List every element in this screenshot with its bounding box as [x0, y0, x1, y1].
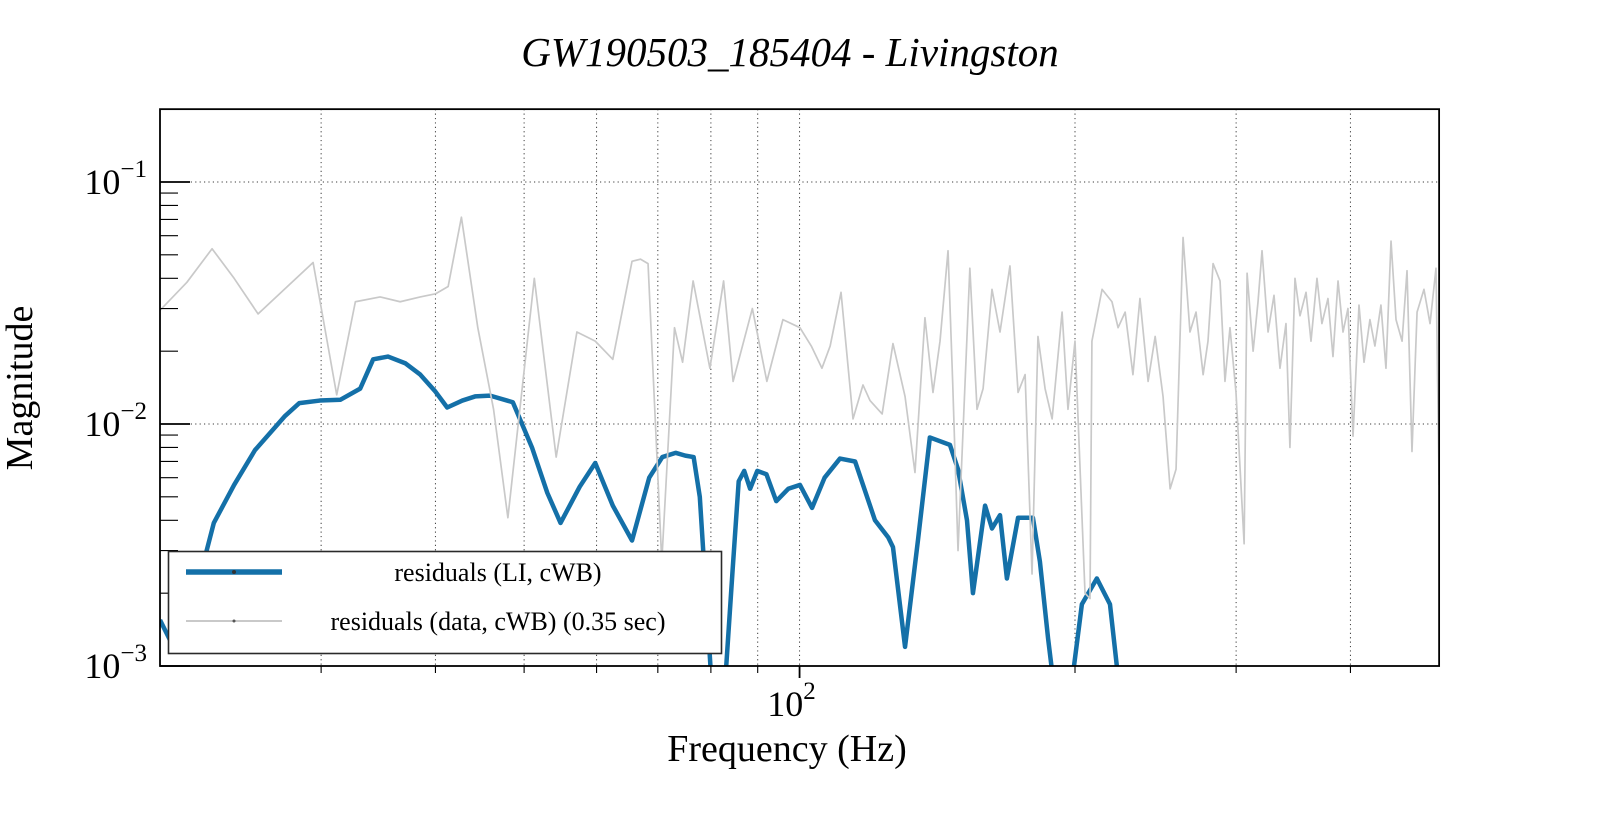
y-tick-label: 10−3: [84, 640, 147, 686]
x-tick-labels: 102: [767, 678, 816, 724]
legend-marker-li-cwb-icon: [232, 570, 236, 574]
chart-title: GW190503_185404 - Livingston: [521, 29, 1059, 75]
x-tick-label: 102: [767, 678, 816, 724]
data-series: [160, 216, 1440, 666]
axis-ticks: [160, 181, 1351, 678]
legend-box: [167, 550, 723, 655]
x-axis-label: Frequency (Hz): [667, 728, 907, 770]
legend-marker-data-cwb-icon: [232, 619, 236, 623]
y-axis-label: Magnitude: [0, 306, 41, 471]
legend: residuals (LI, cWB) residuals (data, cWB…: [167, 550, 723, 655]
legend-label-li-cwb: residuals (LI, cWB): [394, 558, 601, 587]
series-line-data-cwb: [160, 216, 1440, 600]
y-tick-labels: 10−1 10−2 10−3: [84, 156, 147, 686]
gridlines: [160, 109, 1440, 666]
y-tick-label: 10−1: [84, 156, 147, 202]
series-line-li-cwb: [160, 354, 1120, 666]
legend-label-data-cwb: residuals (data, cWB) (0.35 sec): [331, 607, 666, 636]
y-tick-label: 10−2: [84, 398, 147, 444]
